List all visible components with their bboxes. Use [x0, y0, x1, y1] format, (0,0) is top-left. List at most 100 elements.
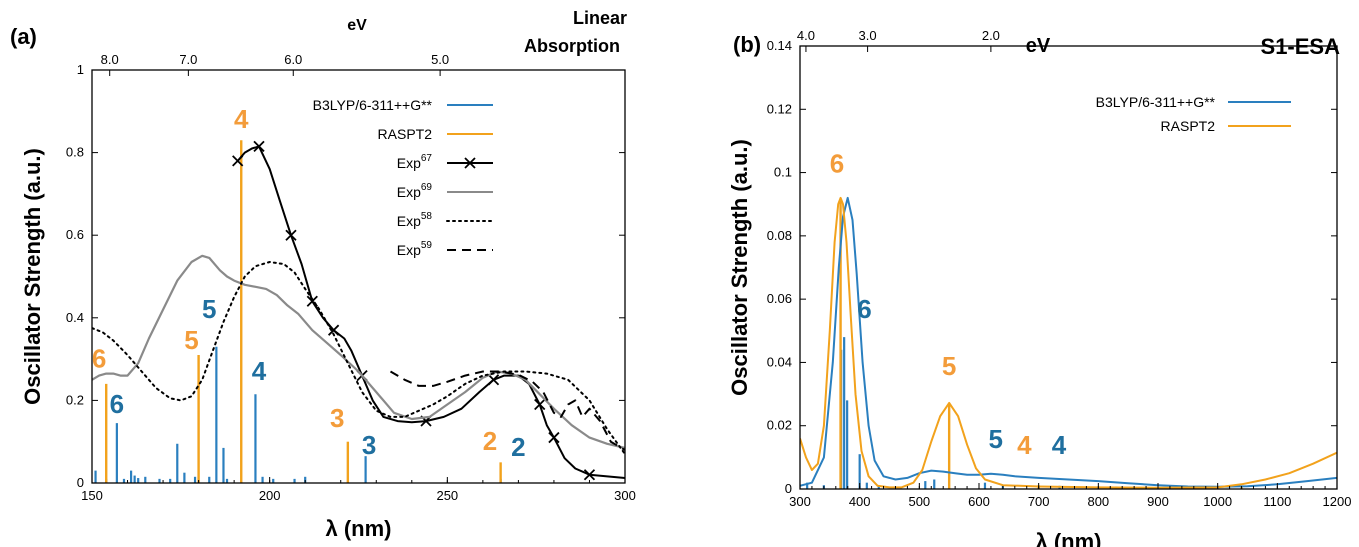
top-axis-title: eV: [347, 17, 367, 34]
x-axis-title: λ (nm): [326, 516, 392, 541]
y-tick-label-1: 0.02: [767, 418, 792, 433]
top-tick-label-1: 7.0: [179, 52, 197, 67]
state-label-3: 5: [988, 424, 1002, 454]
corner-title: S1-ESA: [1261, 34, 1341, 59]
x-tick-label-3: 300: [614, 488, 636, 503]
state-label-0: 4: [234, 104, 249, 134]
series-exp67-marker-7: [487, 374, 500, 386]
state-label-7: 3: [362, 430, 376, 460]
series-exp69-line: [92, 254, 625, 449]
panel-a-linear-absorption-chart: 150 200 250 300 0 0.2 0.4 0.6 0.8 1 8.0 7.0 6.0 5.0 (a…: [10, 8, 636, 541]
y-axis-title: Oscillator Strength (a.u.): [727, 139, 752, 396]
stick-group: [94, 140, 502, 483]
y-tick-label-1: 0.2: [66, 392, 84, 407]
legend-text-main: RASPT2: [1161, 118, 1216, 134]
curve-group: [800, 196, 1337, 489]
y-tick-label-0: 0: [77, 475, 84, 490]
y-tick-label-3: 0.06: [767, 291, 792, 306]
x-tick-label-1: 400: [849, 494, 871, 509]
x-tick-label-5: 800: [1087, 494, 1109, 509]
curve-group: [92, 140, 625, 481]
y-tick-label-6: 0.12: [767, 101, 792, 116]
legend-text-main: Exp: [397, 184, 421, 200]
state-label-3: 4: [252, 356, 267, 386]
panel-label: (b): [733, 32, 761, 57]
legend-text-sup: 59: [421, 240, 433, 251]
panel-label: (a): [10, 24, 37, 49]
panel-b-s1-esa-chart: 300 400 500 600 700 800 900 1000 1100 1200 0 0.02 0.…: [727, 28, 1351, 547]
top-tick-label-2: 2.0: [982, 28, 1000, 43]
series-dft-line: [800, 196, 1337, 488]
y-tick-label-0: 0: [785, 481, 792, 496]
plot-frame: [91, 69, 626, 484]
legend-label-dft: B3LYP/6-311++G**: [1096, 94, 1216, 110]
series-exp67-marker-10: [583, 469, 596, 481]
y-tick-label-2: 0.04: [767, 354, 792, 369]
legend-text-sup: 67: [421, 153, 433, 164]
legend-label-exp67: Exp67: [397, 153, 433, 171]
series-exp67-marker-0: [232, 155, 244, 167]
x-tick-label-1: 200: [259, 488, 281, 503]
legend-label-dft: B3LYP/6-311++G**: [313, 97, 433, 113]
series-exp67-marker-4: [327, 324, 340, 336]
state-label-8: 2: [483, 426, 497, 456]
legend-label-raspt2: RASPT2: [1161, 118, 1216, 134]
top-tick-label-1: 3.0: [859, 28, 877, 43]
corner-title: Linear: [573, 8, 627, 28]
state-label-1: 5: [202, 294, 216, 324]
series-exp67-marker-1: [253, 140, 265, 153]
legend-label-raspt2: RASPT2: [378, 126, 433, 142]
series-exp67-marker-2: [285, 229, 297, 241]
plot-frame: [799, 45, 1338, 490]
y-tick-label-5: 0.1: [774, 165, 792, 180]
series-exp67-marker-9: [548, 431, 560, 444]
y-tick-label-7: 0.14: [767, 38, 792, 53]
legend-text-main: Exp: [397, 242, 421, 258]
legend-label-exp59: Exp59: [397, 240, 433, 258]
legend-text-main: B3LYP/6-311++G**: [313, 97, 433, 113]
y-tick-label-2: 0.4: [66, 310, 84, 325]
x-tick-label-9: 1200: [1323, 494, 1352, 509]
x-tick-label-2: 500: [908, 494, 930, 509]
x-tick-label-3: 600: [968, 494, 990, 509]
x-tick-label-0: 300: [789, 494, 811, 509]
y-axis-title: Oscillator Strength (a.u.): [20, 148, 45, 405]
x-tick-label-7: 1000: [1203, 494, 1232, 509]
legend-label-exp58: Exp58: [397, 211, 433, 229]
top-tick-label-0: 8.0: [101, 52, 119, 67]
series-exp59-line: [389, 370, 625, 451]
legend-text-sup: 69: [421, 182, 433, 193]
series-exp67-marker-8: [534, 398, 546, 411]
x-tick-label-6: 900: [1147, 494, 1169, 509]
legend-text-main: Exp: [397, 213, 421, 229]
legend-text-main: RASPT2: [378, 126, 433, 142]
state-label-2: 5: [942, 351, 956, 381]
state-label-4: 6: [92, 343, 106, 373]
series-exp58-line: [92, 261, 625, 456]
x-tick-label-0: 150: [81, 488, 103, 503]
x-tick-label-4: 700: [1028, 494, 1050, 509]
series-exp67-line: [236, 145, 625, 479]
state-label-5: 4: [1052, 430, 1067, 460]
state-label-9: 2: [511, 432, 525, 462]
state-label-2: 5: [184, 325, 198, 355]
state-label-5: 6: [110, 389, 124, 419]
state-label-6: 3: [330, 403, 344, 433]
corner-title-line2: Absorption: [524, 36, 620, 56]
top-tick-label-2: 6.0: [284, 52, 302, 67]
y-tick-label-4: 0.8: [66, 145, 84, 160]
legend-marker-exp67: [464, 157, 476, 169]
state-label-4: 4: [1017, 430, 1032, 460]
legend-text-main: B3LYP/6-311++G**: [1096, 94, 1216, 110]
state-label-1: 6: [857, 294, 871, 324]
y-tick-label-5: 1: [77, 62, 84, 77]
top-tick-label-3: 5.0: [431, 52, 449, 67]
x-tick-label-8: 1100: [1263, 494, 1291, 509]
x-tick-label-2: 250: [436, 488, 458, 503]
legend-text-sup: 58: [421, 211, 433, 222]
x-axis-title: λ (nm): [1036, 529, 1102, 547]
legend-text-main: Exp: [397, 155, 421, 171]
legend-label-exp69: Exp69: [397, 182, 433, 200]
y-tick-label-3: 0.6: [66, 227, 84, 242]
